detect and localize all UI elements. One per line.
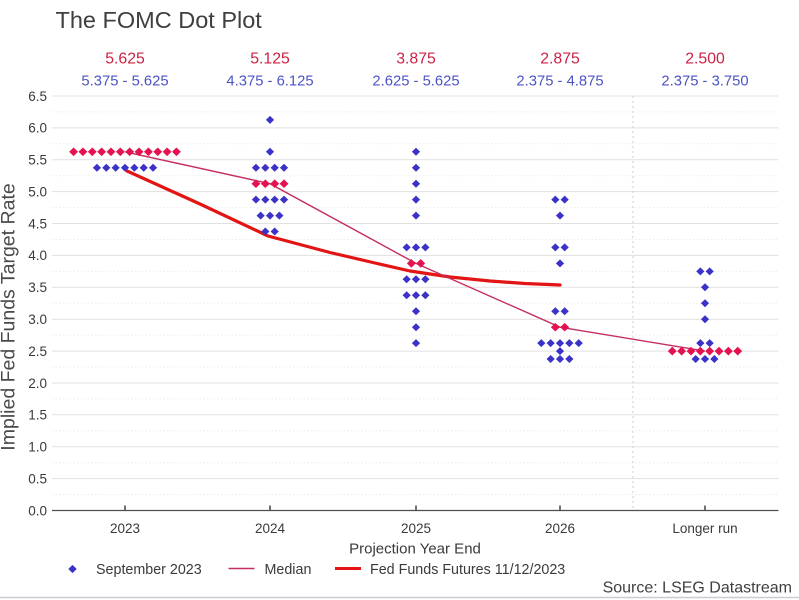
svg-text:2.500: 2.500 <box>685 51 725 68</box>
svg-text:2.375 - 4.875: 2.375 - 4.875 <box>516 74 603 90</box>
svg-text:0.0: 0.0 <box>28 503 47 518</box>
svg-text:Longer run: Longer run <box>672 521 737 536</box>
svg-text:1.0: 1.0 <box>28 440 47 455</box>
svg-text:3.875: 3.875 <box>396 51 436 68</box>
svg-text:2.0: 2.0 <box>28 376 47 391</box>
svg-text:Projection Year End: Projection Year End <box>349 541 481 558</box>
svg-text:Median: Median <box>265 562 312 578</box>
svg-text:September 2023: September 2023 <box>96 562 202 578</box>
svg-text:5.5: 5.5 <box>28 153 47 168</box>
svg-text:The FOMC Dot Plot: The FOMC Dot Plot <box>56 7 263 33</box>
svg-text:5.625: 5.625 <box>105 51 145 68</box>
svg-text:2025: 2025 <box>401 521 431 536</box>
svg-text:2023: 2023 <box>110 521 140 536</box>
svg-text:5.375 - 5.625: 5.375 - 5.625 <box>81 74 168 90</box>
svg-text:6.5: 6.5 <box>28 89 47 104</box>
svg-text:4.0: 4.0 <box>28 248 47 263</box>
svg-text:Fed Funds Futures 11/12/2023: Fed Funds Futures 11/12/2023 <box>370 562 565 578</box>
svg-text:2024: 2024 <box>255 521 286 536</box>
svg-text:2.375 - 3.750: 2.375 - 3.750 <box>661 74 748 90</box>
svg-text:5.125: 5.125 <box>250 51 290 68</box>
svg-text:3.5: 3.5 <box>28 280 47 295</box>
svg-text:2.875: 2.875 <box>540 51 580 68</box>
svg-text:Source: LSEG Datastream: Source: LSEG Datastream <box>603 580 792 597</box>
svg-text:6.0: 6.0 <box>28 121 47 136</box>
svg-text:2026: 2026 <box>545 521 575 536</box>
svg-text:Implied Fed Funds Target Rate: Implied Fed Funds Target Rate <box>0 183 20 450</box>
svg-text:5.0: 5.0 <box>28 184 47 199</box>
svg-text:3.0: 3.0 <box>28 312 47 327</box>
svg-text:2.625 - 5.625: 2.625 - 5.625 <box>372 74 459 90</box>
svg-text:4.375 - 6.125: 4.375 - 6.125 <box>226 74 313 90</box>
svg-text:2.5: 2.5 <box>28 344 47 359</box>
svg-text:0.5: 0.5 <box>28 471 47 486</box>
svg-text:1.5: 1.5 <box>28 408 47 423</box>
svg-text:4.5: 4.5 <box>28 216 47 231</box>
